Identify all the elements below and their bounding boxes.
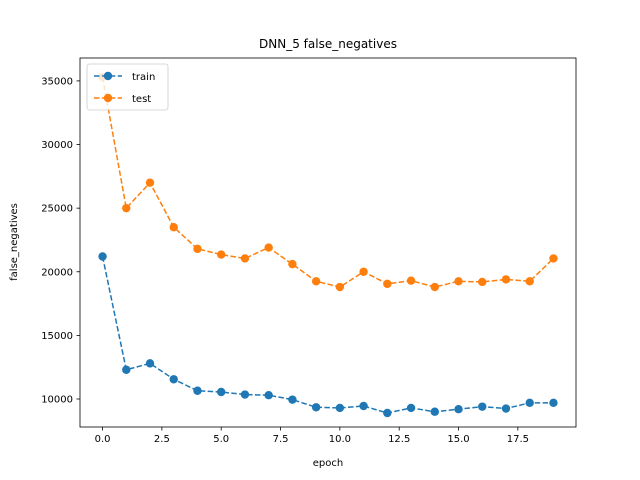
data-point-test (193, 244, 202, 254)
x-axis-label: epoch (313, 458, 343, 469)
series-line-train (101, 256, 554, 414)
x-tick-label: 5.0 (213, 434, 229, 445)
y-axis: 10000 15000 20000 25000 30000 35000 (41, 77, 80, 406)
data-point-test (406, 276, 416, 285)
data-point-train (549, 398, 558, 408)
data-point-test (311, 277, 321, 286)
data-point-train (98, 252, 107, 261)
data-point-test (359, 267, 368, 276)
data-point-train (311, 403, 321, 412)
legend-label-test: test (132, 94, 151, 105)
data-point-test (454, 277, 463, 286)
data-point-train (169, 375, 178, 384)
x-tick-label: 15.0 (447, 434, 469, 445)
y-tick-label: 25000 (41, 204, 73, 215)
data-point-train (288, 395, 297, 404)
data-point-train (454, 404, 463, 414)
data-point-train (501, 404, 511, 413)
data-point-test (145, 178, 155, 187)
data-point-train (525, 398, 534, 408)
x-tick-label: 2.5 (154, 434, 170, 445)
data-point-train (122, 365, 131, 374)
series-line-test (101, 76, 554, 288)
y-axis-label: false_negatives (9, 203, 20, 281)
data-point-test (122, 203, 131, 213)
y-tick-label: 30000 (41, 140, 73, 151)
x-tick-label: 7.5 (273, 434, 289, 445)
data-point-train (406, 403, 416, 413)
data-point-test (264, 243, 273, 252)
data-point-train (193, 386, 202, 395)
data-point-test (501, 275, 511, 284)
data-point-test (288, 259, 297, 269)
data-point-train (145, 359, 155, 368)
y-tick-label: 15000 (41, 331, 73, 342)
data-point-train (430, 407, 439, 416)
legend-box (86, 63, 169, 111)
chart-title: DNN_5 false_negatives (259, 37, 397, 51)
data-point-train (383, 408, 392, 418)
data-point-test (169, 223, 178, 232)
data-point-train (264, 390, 273, 400)
x-tick-label: 17.5 (507, 434, 529, 445)
data-point-train (478, 402, 487, 411)
x-tick-label: 0.0 (95, 434, 111, 445)
data-point-test (335, 282, 345, 292)
y-tick-label: 35000 (41, 77, 73, 88)
data-point-test (383, 279, 392, 289)
plot-area (79, 57, 577, 428)
y-tick-label: 10000 (41, 395, 73, 406)
data-point-test (525, 277, 534, 286)
data-point-train (359, 401, 368, 411)
legend: train test (86, 63, 169, 111)
data-point-test (240, 254, 250, 263)
x-tick-label: 10.0 (329, 434, 351, 445)
plot-frame (79, 57, 577, 428)
legend-label-train: train (132, 72, 155, 83)
data-point-test (430, 282, 439, 292)
legend-marker-test (103, 93, 113, 103)
y-tick-label: 20000 (41, 267, 73, 278)
data-point-train (335, 403, 345, 413)
legend-marker-train (103, 71, 113, 81)
data-point-train (240, 390, 250, 399)
data-point-test (217, 250, 226, 259)
x-tick-label: 12.5 (388, 434, 410, 445)
data-point-test (549, 254, 558, 263)
x-axis: 0.0 2.5 5.0 7.5 10.0 12.5 15.0 17.5 (95, 427, 529, 445)
data-point-test (478, 277, 487, 287)
data-point-train (217, 387, 226, 397)
